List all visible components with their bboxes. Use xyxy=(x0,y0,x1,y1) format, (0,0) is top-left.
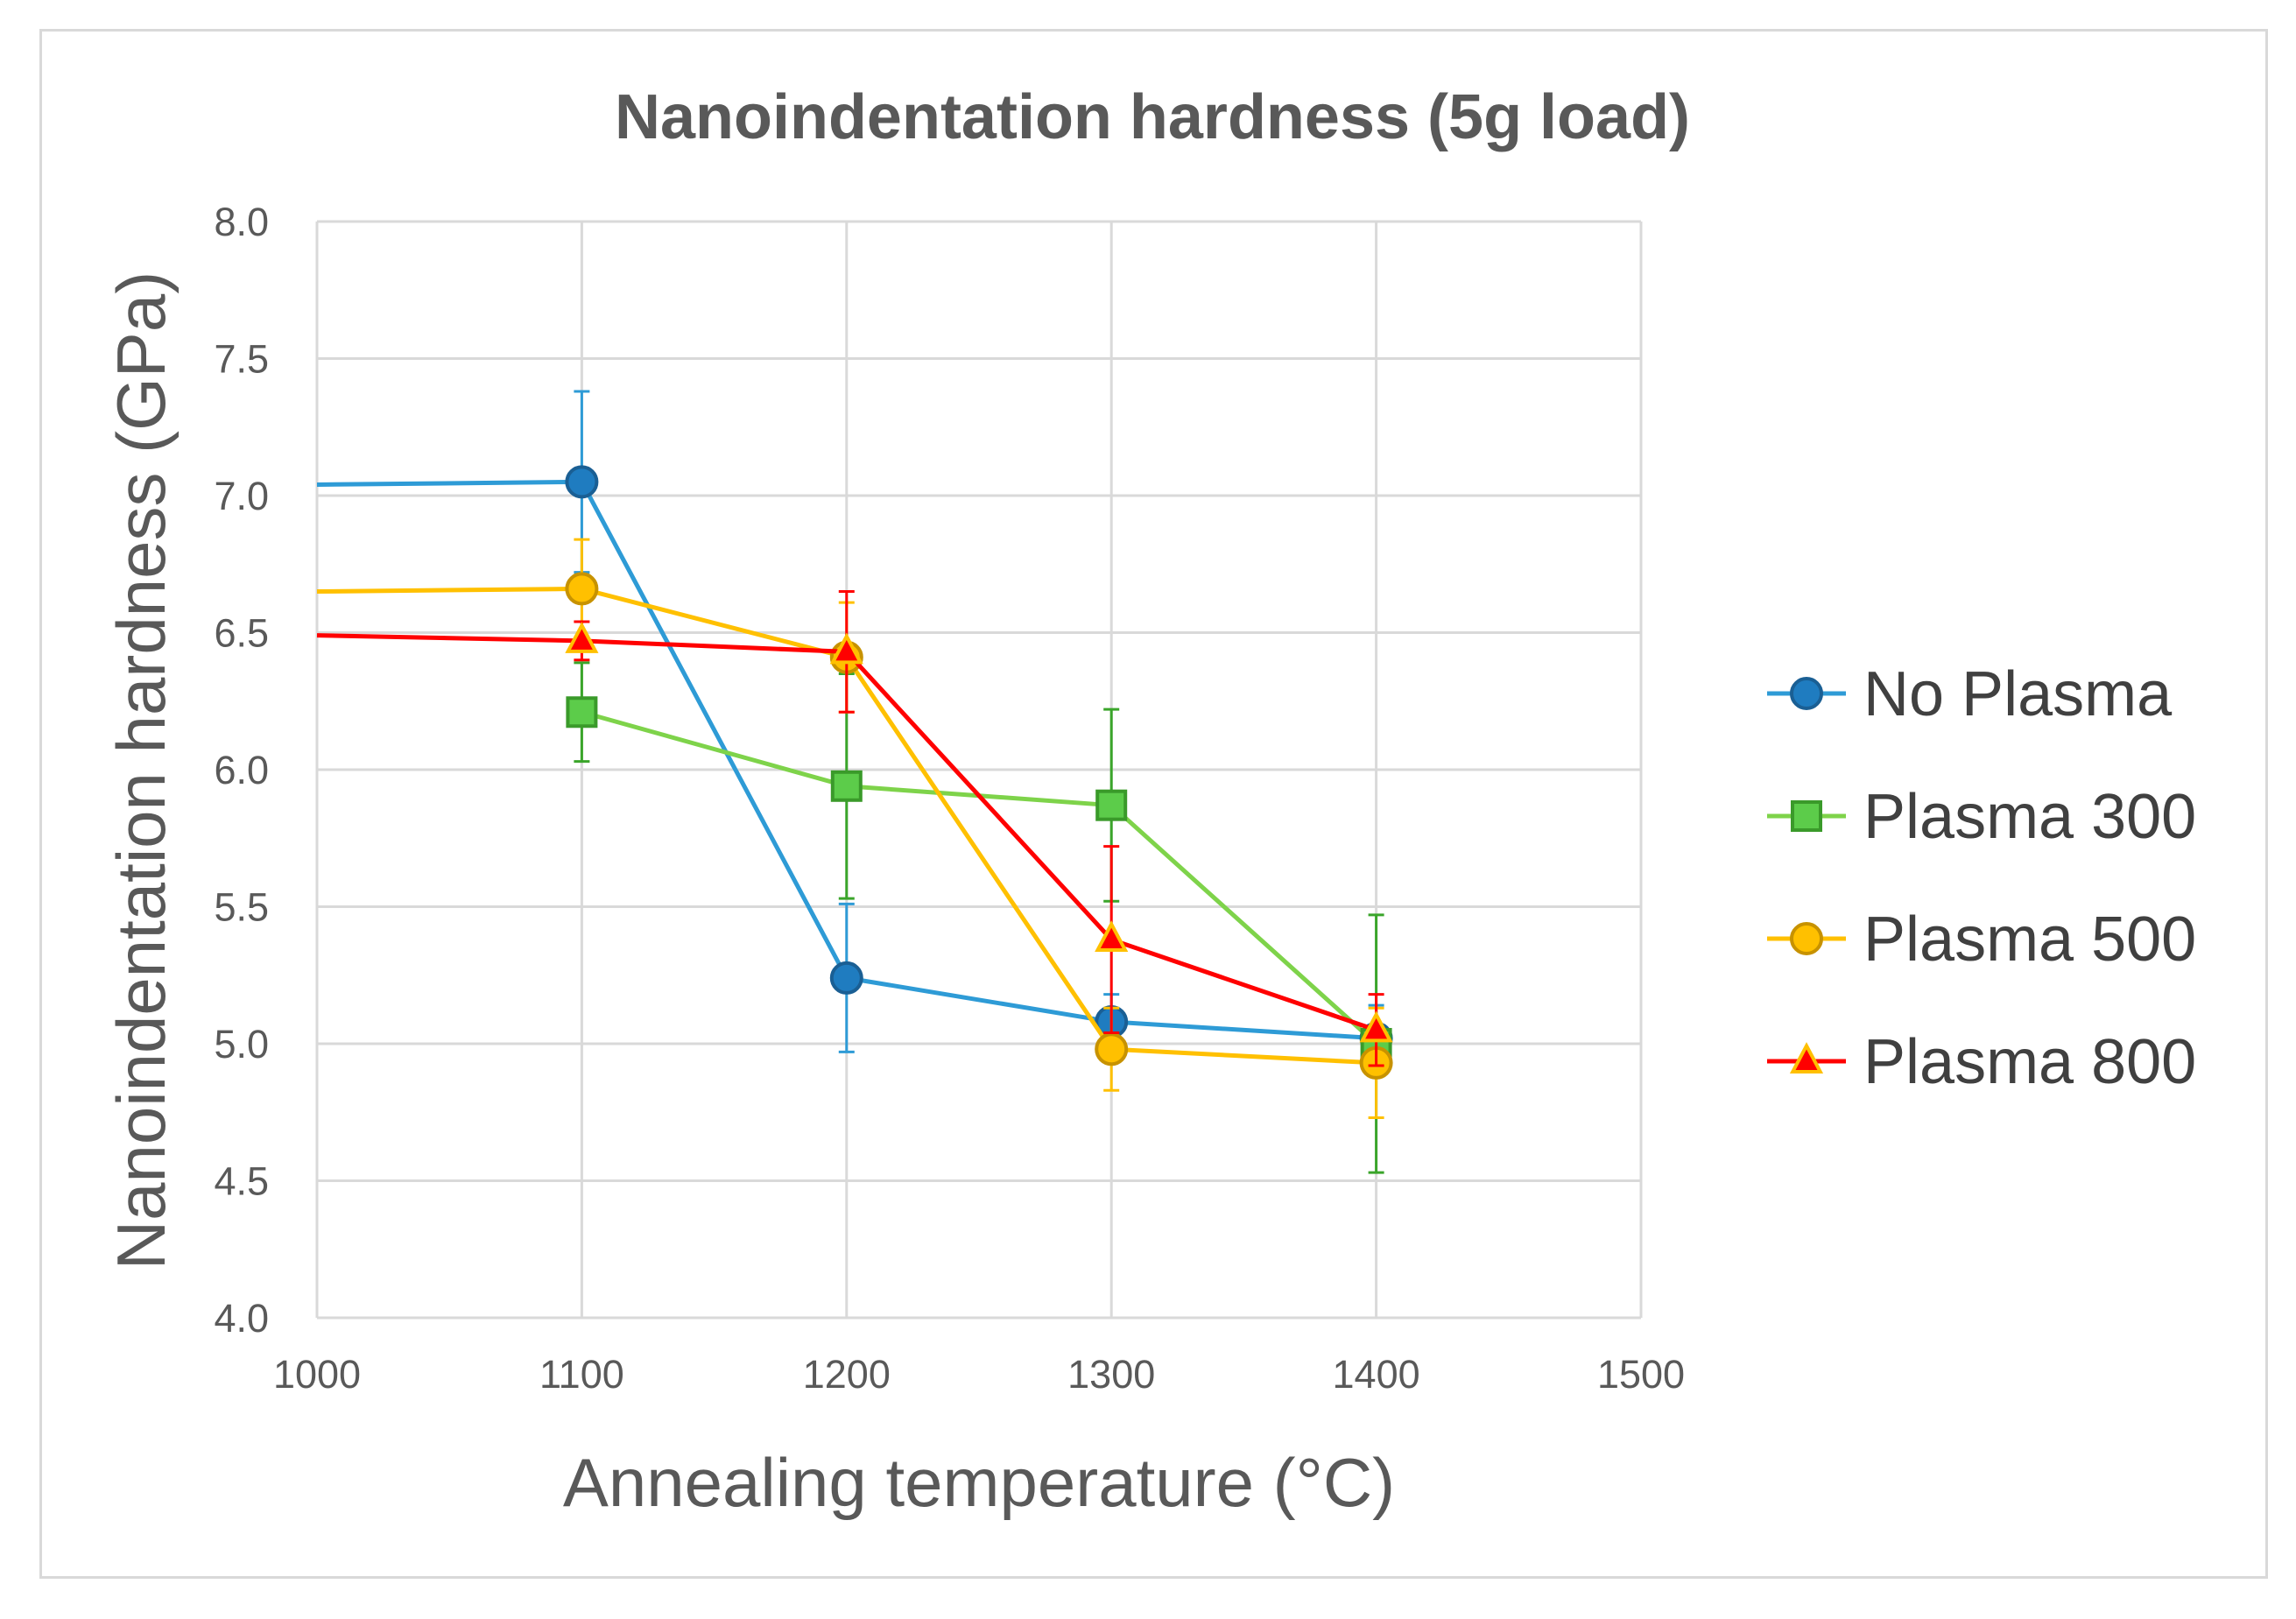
legend-label: Plasma 500 xyxy=(1863,905,2196,975)
y-tick-label: 4.5 xyxy=(214,1159,269,1204)
x-tick-label: 1300 xyxy=(1067,1352,1155,1397)
data-point-plasma-300 xyxy=(566,696,598,729)
chart-frame xyxy=(39,29,2268,1579)
y-tick-label: 8.0 xyxy=(214,200,269,244)
legend-swatch-marker xyxy=(1790,677,1823,710)
grid-layer xyxy=(315,220,1643,1320)
y-tick-label: 7.0 xyxy=(214,474,269,518)
x-tick-label: 1200 xyxy=(803,1352,891,1397)
series-plasma-300 xyxy=(566,661,1392,1174)
series-plasma-800 xyxy=(316,590,1393,1067)
legend-label: Plasma 300 xyxy=(1863,782,2196,852)
legend-item-plasma-800: Plasma 800 xyxy=(1767,1027,2196,1097)
legend-item-no-plasma: No Plasma xyxy=(1767,659,2173,729)
legend-item-plasma-500: Plasma 500 xyxy=(1767,905,2196,975)
x-tick-label: 1500 xyxy=(1597,1352,1685,1397)
series-line-plasma-300 xyxy=(581,709,1378,1045)
y-tick-label: 6.5 xyxy=(214,611,269,656)
legend-swatch-marker xyxy=(1789,1042,1824,1073)
legend-label: Plasma 800 xyxy=(1863,1027,2196,1097)
series-no-plasma xyxy=(316,390,1393,1073)
data-point-plasma-500 xyxy=(1095,1032,1129,1066)
y-tick-label: 6.0 xyxy=(214,748,269,792)
data-point-plasma-300 xyxy=(1095,789,1128,821)
data-point-plasma-800 xyxy=(1095,920,1129,953)
data-point-plasma-800 xyxy=(829,632,863,665)
y-tick-label: 5.5 xyxy=(214,885,269,930)
x-tick-label: 1400 xyxy=(1333,1352,1420,1397)
data-point-no-plasma xyxy=(829,961,863,995)
data-point-plasma-300 xyxy=(830,770,863,802)
chart-title: Nanoindentation hardness (5g load) xyxy=(615,82,1690,152)
data-point-no-plasma xyxy=(565,465,599,499)
x-axis-title: Annealing temperature (°C) xyxy=(563,1444,1395,1521)
legend-swatch-marker xyxy=(1790,922,1823,955)
legend-item-plasma-300: Plasma 300 xyxy=(1767,782,2196,852)
x-tick-label: 1000 xyxy=(273,1352,361,1397)
x-tick-label: 1100 xyxy=(539,1352,624,1397)
data-point-plasma-800 xyxy=(1359,1010,1393,1043)
legend-swatch-marker xyxy=(1791,800,1822,832)
series-layer xyxy=(316,390,1393,1174)
ticks-layer: 4.0 4.5 5.0 5.5 6.0 6.5 7.0 7.5 8.0 1000 1100 1200 1… xyxy=(214,200,1685,1397)
data-point-plasma-500 xyxy=(565,572,599,606)
y-axis-title: Nanoindentation hardness (GPa) xyxy=(102,271,180,1270)
data-point-plasma-800 xyxy=(565,621,599,653)
y-tick-label: 5.0 xyxy=(214,1022,269,1066)
y-tick-label: 7.5 xyxy=(214,337,269,382)
legend-label: No Plasma xyxy=(1863,659,2173,729)
legend: No Plasma Plasma 300 Plasma 500 Plasma 800 xyxy=(1767,659,2196,1097)
y-tick-label: 4.0 xyxy=(214,1296,269,1341)
